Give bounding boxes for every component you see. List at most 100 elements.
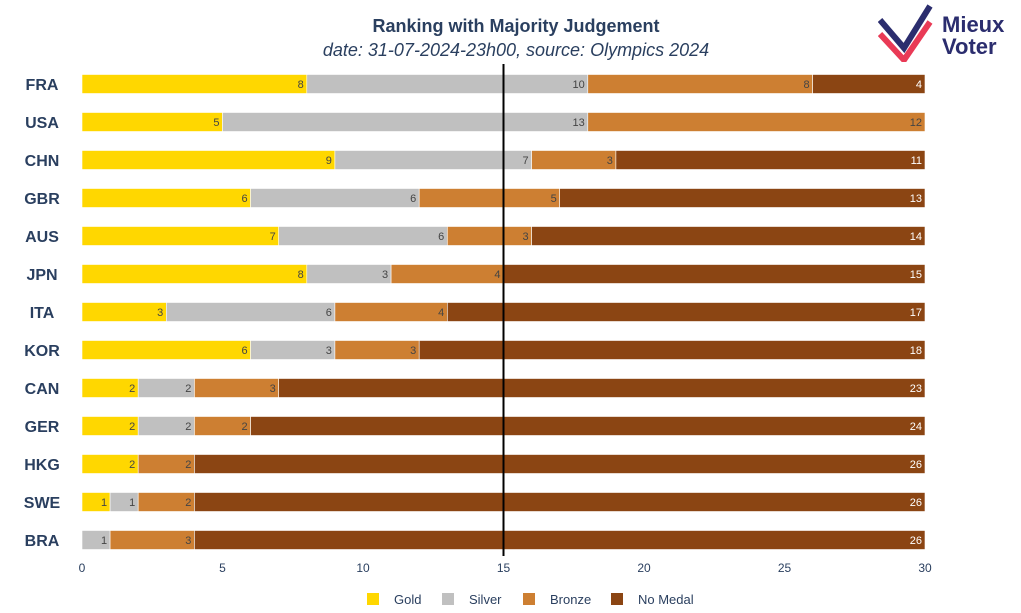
legend-swatch <box>367 593 379 605</box>
category-label: ITA <box>30 305 55 322</box>
data-label: 3 <box>522 231 528 243</box>
data-label: 12 <box>910 117 922 129</box>
legend-swatch <box>611 593 623 605</box>
bar-segment <box>81 112 223 132</box>
data-label: 2 <box>129 459 135 471</box>
data-label: 8 <box>298 269 304 281</box>
bar-segment <box>306 74 589 94</box>
x-tick-label: 15 <box>497 561 511 575</box>
bar-segment <box>81 302 167 322</box>
chart-subtitle: date: 31-07-2024-23h00, source: Olympics… <box>322 40 710 60</box>
category-label: CAN <box>25 381 60 398</box>
bar-segment <box>503 264 926 284</box>
category-label: KOR <box>24 343 60 360</box>
data-label: 26 <box>910 535 922 547</box>
bar-segment <box>812 74 926 94</box>
data-label: 13 <box>573 117 585 129</box>
bar-segment <box>334 340 420 360</box>
bar-segment <box>418 340 926 360</box>
category-label: CHN <box>25 153 60 170</box>
bar-segment <box>278 226 448 246</box>
data-label: 6 <box>326 307 332 319</box>
data-label: 4 <box>494 269 500 281</box>
data-label: 5 <box>213 117 219 129</box>
data-label: 3 <box>185 535 191 547</box>
data-label: 8 <box>298 79 304 91</box>
data-label: 6 <box>438 231 444 243</box>
data-label: 26 <box>910 497 922 509</box>
category-label: BRA <box>25 533 60 550</box>
data-label: 4 <box>438 307 444 319</box>
bar-segment <box>334 302 448 322</box>
category-label: SWE <box>24 495 61 512</box>
bar-segment <box>194 378 279 398</box>
data-label: 11 <box>911 155 922 167</box>
x-tick-label: 5 <box>219 561 226 575</box>
data-label: 3 <box>607 155 613 167</box>
data-label: 6 <box>410 193 416 205</box>
data-label: 7 <box>522 155 528 167</box>
data-label: 10 <box>573 79 585 91</box>
data-label: 4 <box>916 79 922 91</box>
bar-segment <box>446 302 926 322</box>
data-label: 1 <box>101 497 107 509</box>
x-tick-label: 30 <box>918 561 932 575</box>
bar-segment <box>278 378 926 398</box>
data-label: 2 <box>185 383 191 395</box>
data-label: 2 <box>129 383 135 395</box>
data-label: 3 <box>270 383 276 395</box>
x-tick-label: 10 <box>356 561 370 575</box>
bar-segment <box>81 226 279 246</box>
legend-label: Bronze <box>550 592 591 607</box>
bar-segment <box>531 226 926 246</box>
data-label: 3 <box>326 345 332 357</box>
data-label: 26 <box>910 459 922 471</box>
category-label: GBR <box>24 191 60 208</box>
legend-label: Gold <box>394 592 421 607</box>
bar-segment <box>81 74 308 94</box>
bar-segment <box>109 530 195 550</box>
category-label: USA <box>25 115 59 132</box>
chart-title: Ranking with Majority Judgement <box>372 16 660 36</box>
data-label: 3 <box>157 307 163 319</box>
data-label: 3 <box>410 345 416 357</box>
checkmark-logo-icon <box>877 4 933 65</box>
logo-text-line2: Voter <box>942 34 997 59</box>
bar-segment <box>587 74 813 94</box>
data-label: 7 <box>270 231 276 243</box>
data-label: 2 <box>241 421 247 433</box>
bar-segment <box>615 150 926 170</box>
bar-segment <box>81 264 308 284</box>
data-label: 2 <box>185 459 191 471</box>
x-tick-label: 0 <box>79 561 86 575</box>
bar-segment <box>531 150 617 170</box>
bar-segment <box>81 188 251 208</box>
category-label: GER <box>25 419 60 436</box>
bar-segment <box>334 150 532 170</box>
bar-segment <box>81 340 251 360</box>
x-tick-label: 25 <box>778 561 792 575</box>
bar-segment <box>81 150 336 170</box>
data-label: 1 <box>129 497 135 509</box>
bar-segment <box>390 264 504 284</box>
data-label: 6 <box>241 345 247 357</box>
bar-segment <box>222 112 589 132</box>
category-label: HKG <box>24 457 60 474</box>
legend-swatch <box>523 593 535 605</box>
category-label: JPN <box>26 267 57 284</box>
bar-segment <box>587 112 926 132</box>
data-label: 15 <box>910 269 922 281</box>
data-label: 2 <box>129 421 135 433</box>
logo-text-line1: Mieux <box>942 12 1005 37</box>
bar-segment <box>250 188 420 208</box>
data-label: 6 <box>241 193 247 205</box>
data-label: 2 <box>185 497 191 509</box>
data-label: 23 <box>910 383 922 395</box>
legend-label: No Medal <box>638 592 694 607</box>
data-label: 2 <box>185 421 191 433</box>
bar-segment <box>306 264 392 284</box>
bar-segment <box>194 530 926 550</box>
bar-segment <box>446 226 532 246</box>
data-label: 17 <box>910 307 922 319</box>
